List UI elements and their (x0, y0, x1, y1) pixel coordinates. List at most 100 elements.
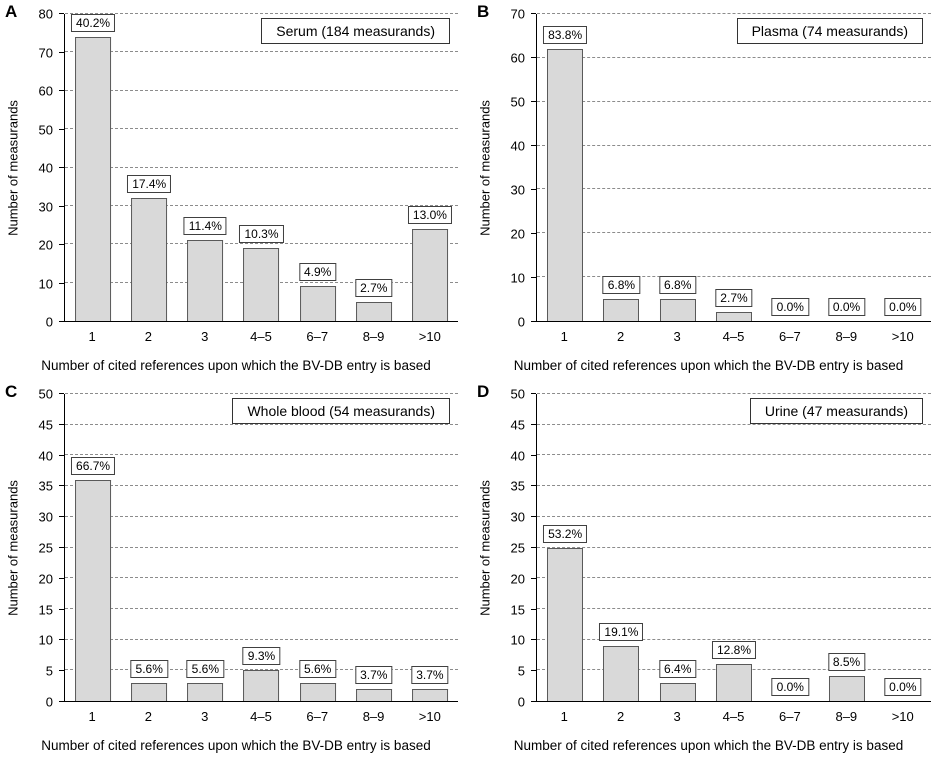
gridline (65, 243, 458, 245)
chart-title: Plasma (74 measurands) (736, 18, 923, 44)
gridline (65, 204, 458, 206)
bar (355, 301, 392, 321)
bar-value-label: 2.7% (355, 278, 393, 297)
panel-whole-blood: C Number of measurands 0 5 10 15 20 25 30 35 40 4… (0, 380, 472, 760)
bar-value-label: 53.2% (543, 524, 588, 543)
bar (547, 49, 584, 321)
x-axis-tick-label: 1 (88, 329, 96, 344)
bar (715, 664, 752, 701)
gridline (65, 89, 458, 91)
bar-slot: 8.5% (818, 394, 874, 701)
bar (603, 645, 640, 701)
x-axis-tick-label: 4–5 (250, 709, 272, 724)
bar-slots: 83.8% 6.8% 6.8% 2.7% 0.0% 0.0% 0.0% (537, 14, 931, 321)
y-axis-tick-label: 40 (510, 138, 525, 154)
bar-slots: 53.2% 19.1% 6.4% 12.8% 0.0% 8.5% 0.0% (537, 394, 931, 701)
bar-slot: 19.1% (593, 394, 649, 701)
y-axis-tick-mark (531, 145, 536, 146)
x-axis: 1 2 3 4–5 6–7 8–9 >10 (64, 324, 458, 344)
gridline (537, 454, 931, 456)
bar-slot: 3.7% (346, 394, 402, 701)
bar-slot: 2.7% (706, 14, 762, 321)
y-axis-tick-label: 0 (517, 314, 525, 330)
bar-value-label: 6.4% (659, 659, 697, 678)
x-axis-tick-label: 1 (88, 709, 96, 724)
y-axis-tick-mark (531, 277, 536, 278)
x-axis-tick-label: >10 (891, 709, 914, 724)
y-axis-tick-mark (59, 485, 64, 487)
gridline (537, 188, 931, 190)
panel-letter: C (5, 382, 18, 401)
bar-value-label: 6.8% (602, 276, 641, 295)
bar (603, 299, 640, 321)
panel-serum: A Number of measurands 0 10 20 30 40 50 60 70 80… (0, 0, 472, 380)
y-axis-tick-mark (531, 57, 536, 58)
y-axis-tick-mark (59, 321, 64, 322)
x-axis-tick-label: 8–9 (362, 329, 385, 344)
x-axis-tick-label: 6–7 (306, 709, 329, 724)
y-axis-tick-label: 0 (45, 694, 53, 710)
y-axis-tick-mark (59, 167, 64, 168)
bar (131, 682, 168, 701)
y-axis-tick-label: 15 (510, 602, 525, 618)
bar-slot: 10.3% (233, 14, 289, 321)
y-axis-tick-label: 10 (510, 270, 525, 286)
gridline (537, 423, 931, 425)
y-axis-tick-label: 20 (510, 571, 525, 587)
y-axis-tick-label: 20 (38, 237, 53, 253)
gridline (537, 13, 931, 14)
gridline (65, 166, 458, 168)
bar-value-label: 0.0% (884, 678, 922, 696)
x-axis: 1 2 3 4–5 6–7 8–9 >10 (64, 704, 458, 724)
gridline (537, 607, 931, 609)
bar (299, 286, 336, 321)
y-axis-tick-mark (531, 101, 536, 102)
y-axis-tick-label: 45 (510, 417, 525, 433)
bar-value-label: 12.8% (711, 641, 756, 660)
gridline (537, 232, 931, 234)
y-axis-tick-mark (531, 393, 536, 394)
x-axis-tick-label: 2 (617, 709, 625, 724)
gridline (537, 638, 931, 640)
y-axis-tick-mark (59, 51, 64, 53)
y-axis-tick-mark (59, 670, 64, 672)
bar-slot: 3.7% (402, 394, 458, 701)
y-axis-tick-label: 50 (38, 386, 53, 402)
gridline (537, 485, 931, 487)
y-axis: 0 5 10 15 20 25 30 35 40 45 50 (472, 388, 536, 709)
y-axis-tick-mark (59, 577, 64, 579)
panel-letter: A (5, 2, 18, 21)
y-axis-tick-label: 0 (517, 694, 525, 710)
bar-slot: 13.0% (402, 14, 458, 321)
bar-slot: 53.2% (537, 394, 593, 701)
x-axis-tick-label: 3 (201, 709, 209, 724)
bar-value-label: 17.4% (127, 175, 172, 194)
gridline (65, 577, 458, 579)
y-axis-tick-label: 15 (38, 602, 53, 618)
bar-slot: 0.0% (875, 14, 931, 321)
gridline (65, 423, 458, 425)
y-axis-tick-mark (531, 670, 536, 672)
y-axis-tick-label: 60 (38, 83, 53, 99)
y-axis-tick-mark (531, 639, 536, 641)
x-axis-tick-label: 1 (560, 709, 568, 724)
x-axis-tick-label: 3 (201, 329, 209, 344)
bar-value-label: 8.5% (827, 653, 866, 672)
bar-value-label: 5.6% (186, 659, 225, 678)
bar-slot: 40.2% (65, 14, 121, 321)
bar-slot: 5.6% (290, 394, 346, 701)
bar-value-label: 6.8% (659, 276, 697, 295)
bar-slot: 17.4% (121, 14, 177, 321)
y-axis-tick-mark (59, 13, 64, 14)
y-axis-tick-mark (59, 423, 64, 425)
bar-value-label: 2.7% (715, 289, 753, 308)
x-axis-tick-label: 8–9 (835, 329, 858, 344)
panel-urine: D Number of measurands 0 5 10 15 20 25 30 35 40 4… (472, 380, 945, 760)
bar (411, 688, 448, 701)
gridline (65, 515, 458, 517)
y-axis-tick-label: 30 (38, 199, 53, 214)
y-axis-tick-mark (531, 189, 536, 190)
plot-area: Plasma (74 measurands) 83.8% 6.8% 6.8% 2.7%… (536, 13, 931, 322)
bar-slots: 40.2% 17.4% 11.4% 10.3% 4.9% 2.7% 13.0% (65, 14, 458, 321)
